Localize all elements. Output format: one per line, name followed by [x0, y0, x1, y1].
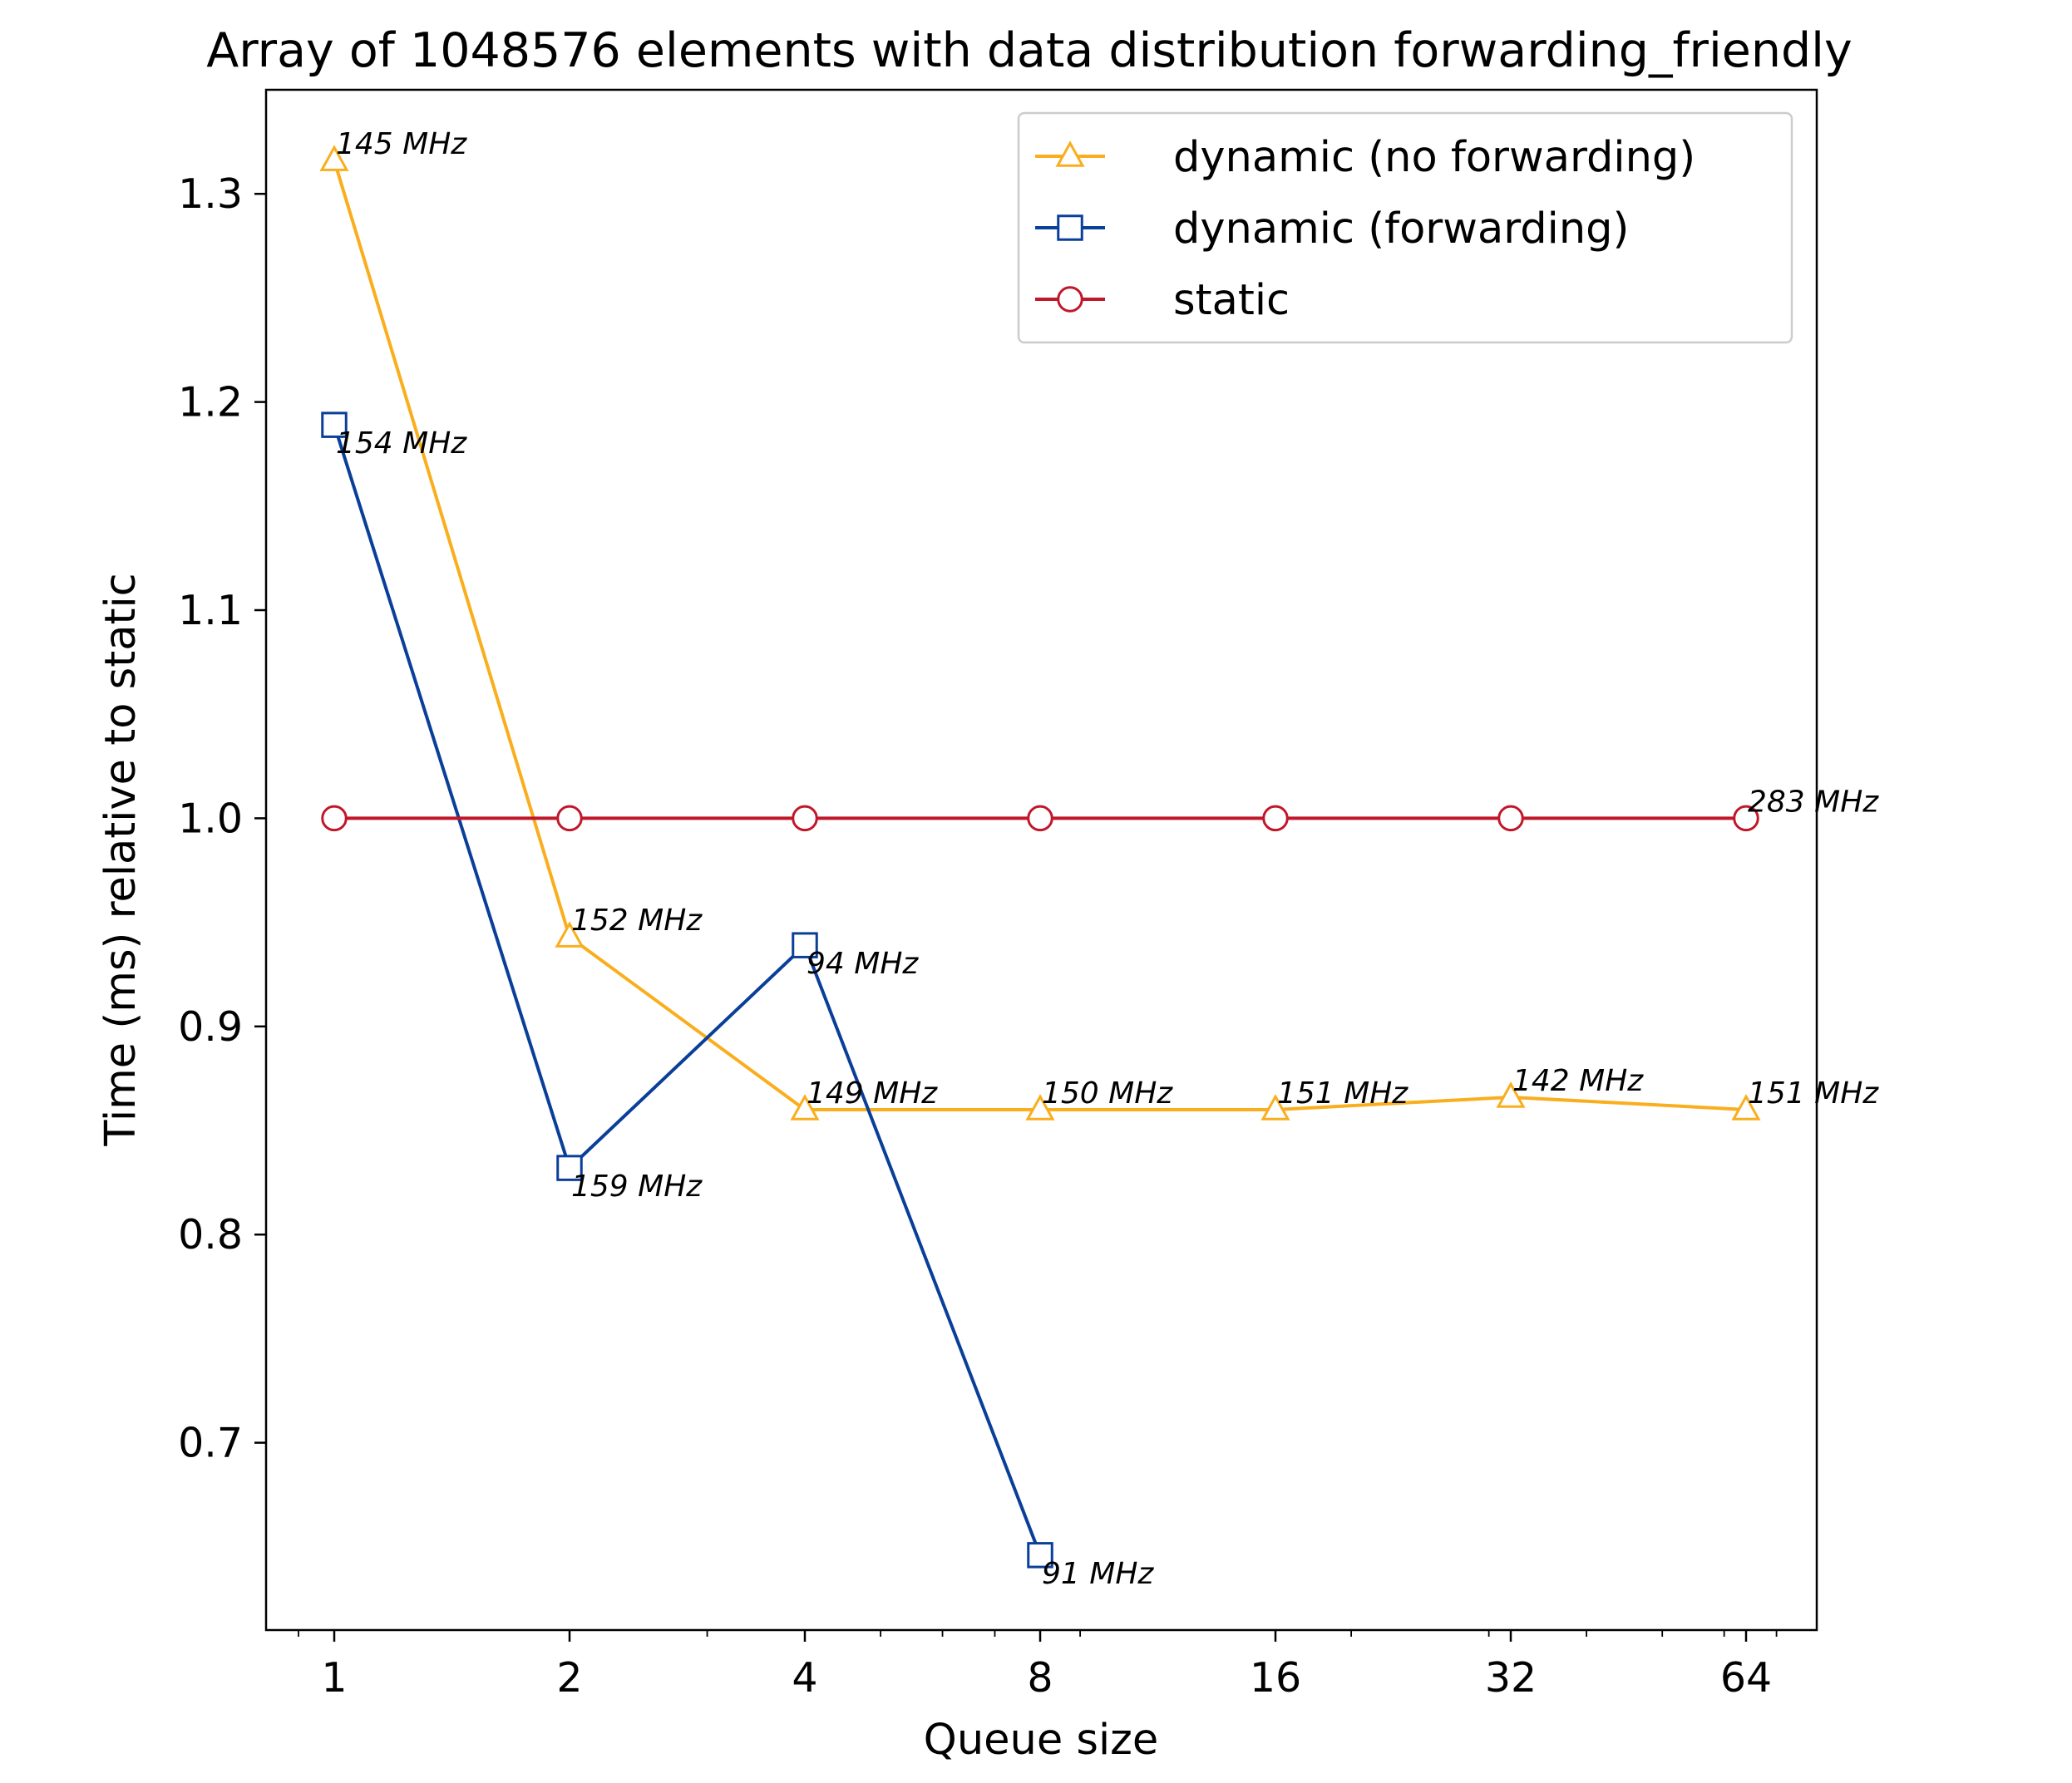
series-static	[321, 805, 1759, 832]
legend-item: static	[1035, 276, 1290, 325]
legend-box	[1017, 111, 1793, 344]
legend-label: dynamic (no forwarding)	[1173, 133, 1695, 182]
series-point	[1731, 1094, 1761, 1121]
legend-item: dynamic (forwarding)	[1035, 204, 1629, 254]
x-tick-label: 32	[1485, 1654, 1537, 1702]
legend-marker	[1057, 286, 1083, 313]
series-point	[1262, 805, 1289, 832]
series-point	[556, 805, 583, 832]
data-label: 145 MHz	[336, 127, 467, 161]
legend-label: dynamic (forwarding)	[1173, 204, 1629, 254]
series-point	[319, 145, 349, 171]
series-dynamic-no-forwarding-	[319, 145, 1761, 1121]
x-tick-label: 16	[1250, 1654, 1301, 1702]
data-label: 142 MHz	[1512, 1064, 1644, 1098]
y-axis-label: Time (ms) relative to static	[96, 573, 146, 1146]
legend-marker	[1057, 214, 1083, 241]
series-point	[790, 1094, 820, 1121]
data-label: 151 MHz	[1277, 1076, 1408, 1111]
plot-frame	[264, 88, 1818, 1632]
series-point	[1260, 1094, 1290, 1121]
chart-title: Array of 1048576 elements with data dist…	[206, 23, 1852, 78]
y-tick-label: 1.1	[178, 587, 243, 634]
series-point	[556, 1155, 583, 1181]
series-point	[1496, 1081, 1526, 1108]
data-label: 159 MHz	[571, 1170, 703, 1204]
y-tick-label: 1.2	[178, 379, 243, 426]
data-label: 283 MHz	[1748, 785, 1879, 819]
series-point	[555, 921, 585, 948]
series-point	[1497, 805, 1524, 832]
series-point	[1027, 1542, 1053, 1569]
series-line	[333, 424, 1042, 1556]
x-axis-label: Queue size	[924, 1716, 1159, 1765]
data-label: 152 MHz	[571, 904, 703, 938]
legend-marker	[1055, 140, 1085, 167]
series-point	[321, 411, 348, 438]
series-point	[321, 805, 348, 832]
y-tick-label: 0.7	[178, 1420, 243, 1467]
series-point	[1025, 1094, 1055, 1121]
legend: dynamic (no forwarding) dynamic (forwardi…	[1017, 111, 1793, 344]
series-point	[792, 932, 818, 958]
x-tick-label: 8	[1027, 1654, 1053, 1702]
series-dynamic-forwarding-	[321, 411, 1053, 1569]
series-point	[1027, 805, 1053, 832]
y-tick-label: 1.3	[178, 170, 243, 218]
data-label: 151 MHz	[1748, 1076, 1879, 1111]
y-tick-label: 0.9	[178, 1003, 243, 1051]
data-label: 94 MHz	[807, 947, 919, 981]
y-tick-label: 1.0	[178, 795, 243, 842]
x-tick-label: 2	[556, 1654, 582, 1702]
legend-item: dynamic (no forwarding)	[1035, 133, 1695, 182]
legend-label: static	[1173, 276, 1290, 325]
y-tick-label: 0.8	[178, 1211, 243, 1258]
series-point	[1733, 805, 1759, 832]
series-point	[792, 805, 818, 832]
data-label: 150 MHz	[1042, 1076, 1173, 1111]
x-tick-label: 1	[321, 1654, 347, 1702]
data-label: 149 MHz	[807, 1076, 938, 1111]
data-label: 91 MHz	[1042, 1557, 1154, 1591]
x-tick-label: 64	[1720, 1654, 1772, 1702]
x-tick-label: 4	[792, 1654, 817, 1702]
data-label: 154 MHz	[336, 426, 467, 461]
